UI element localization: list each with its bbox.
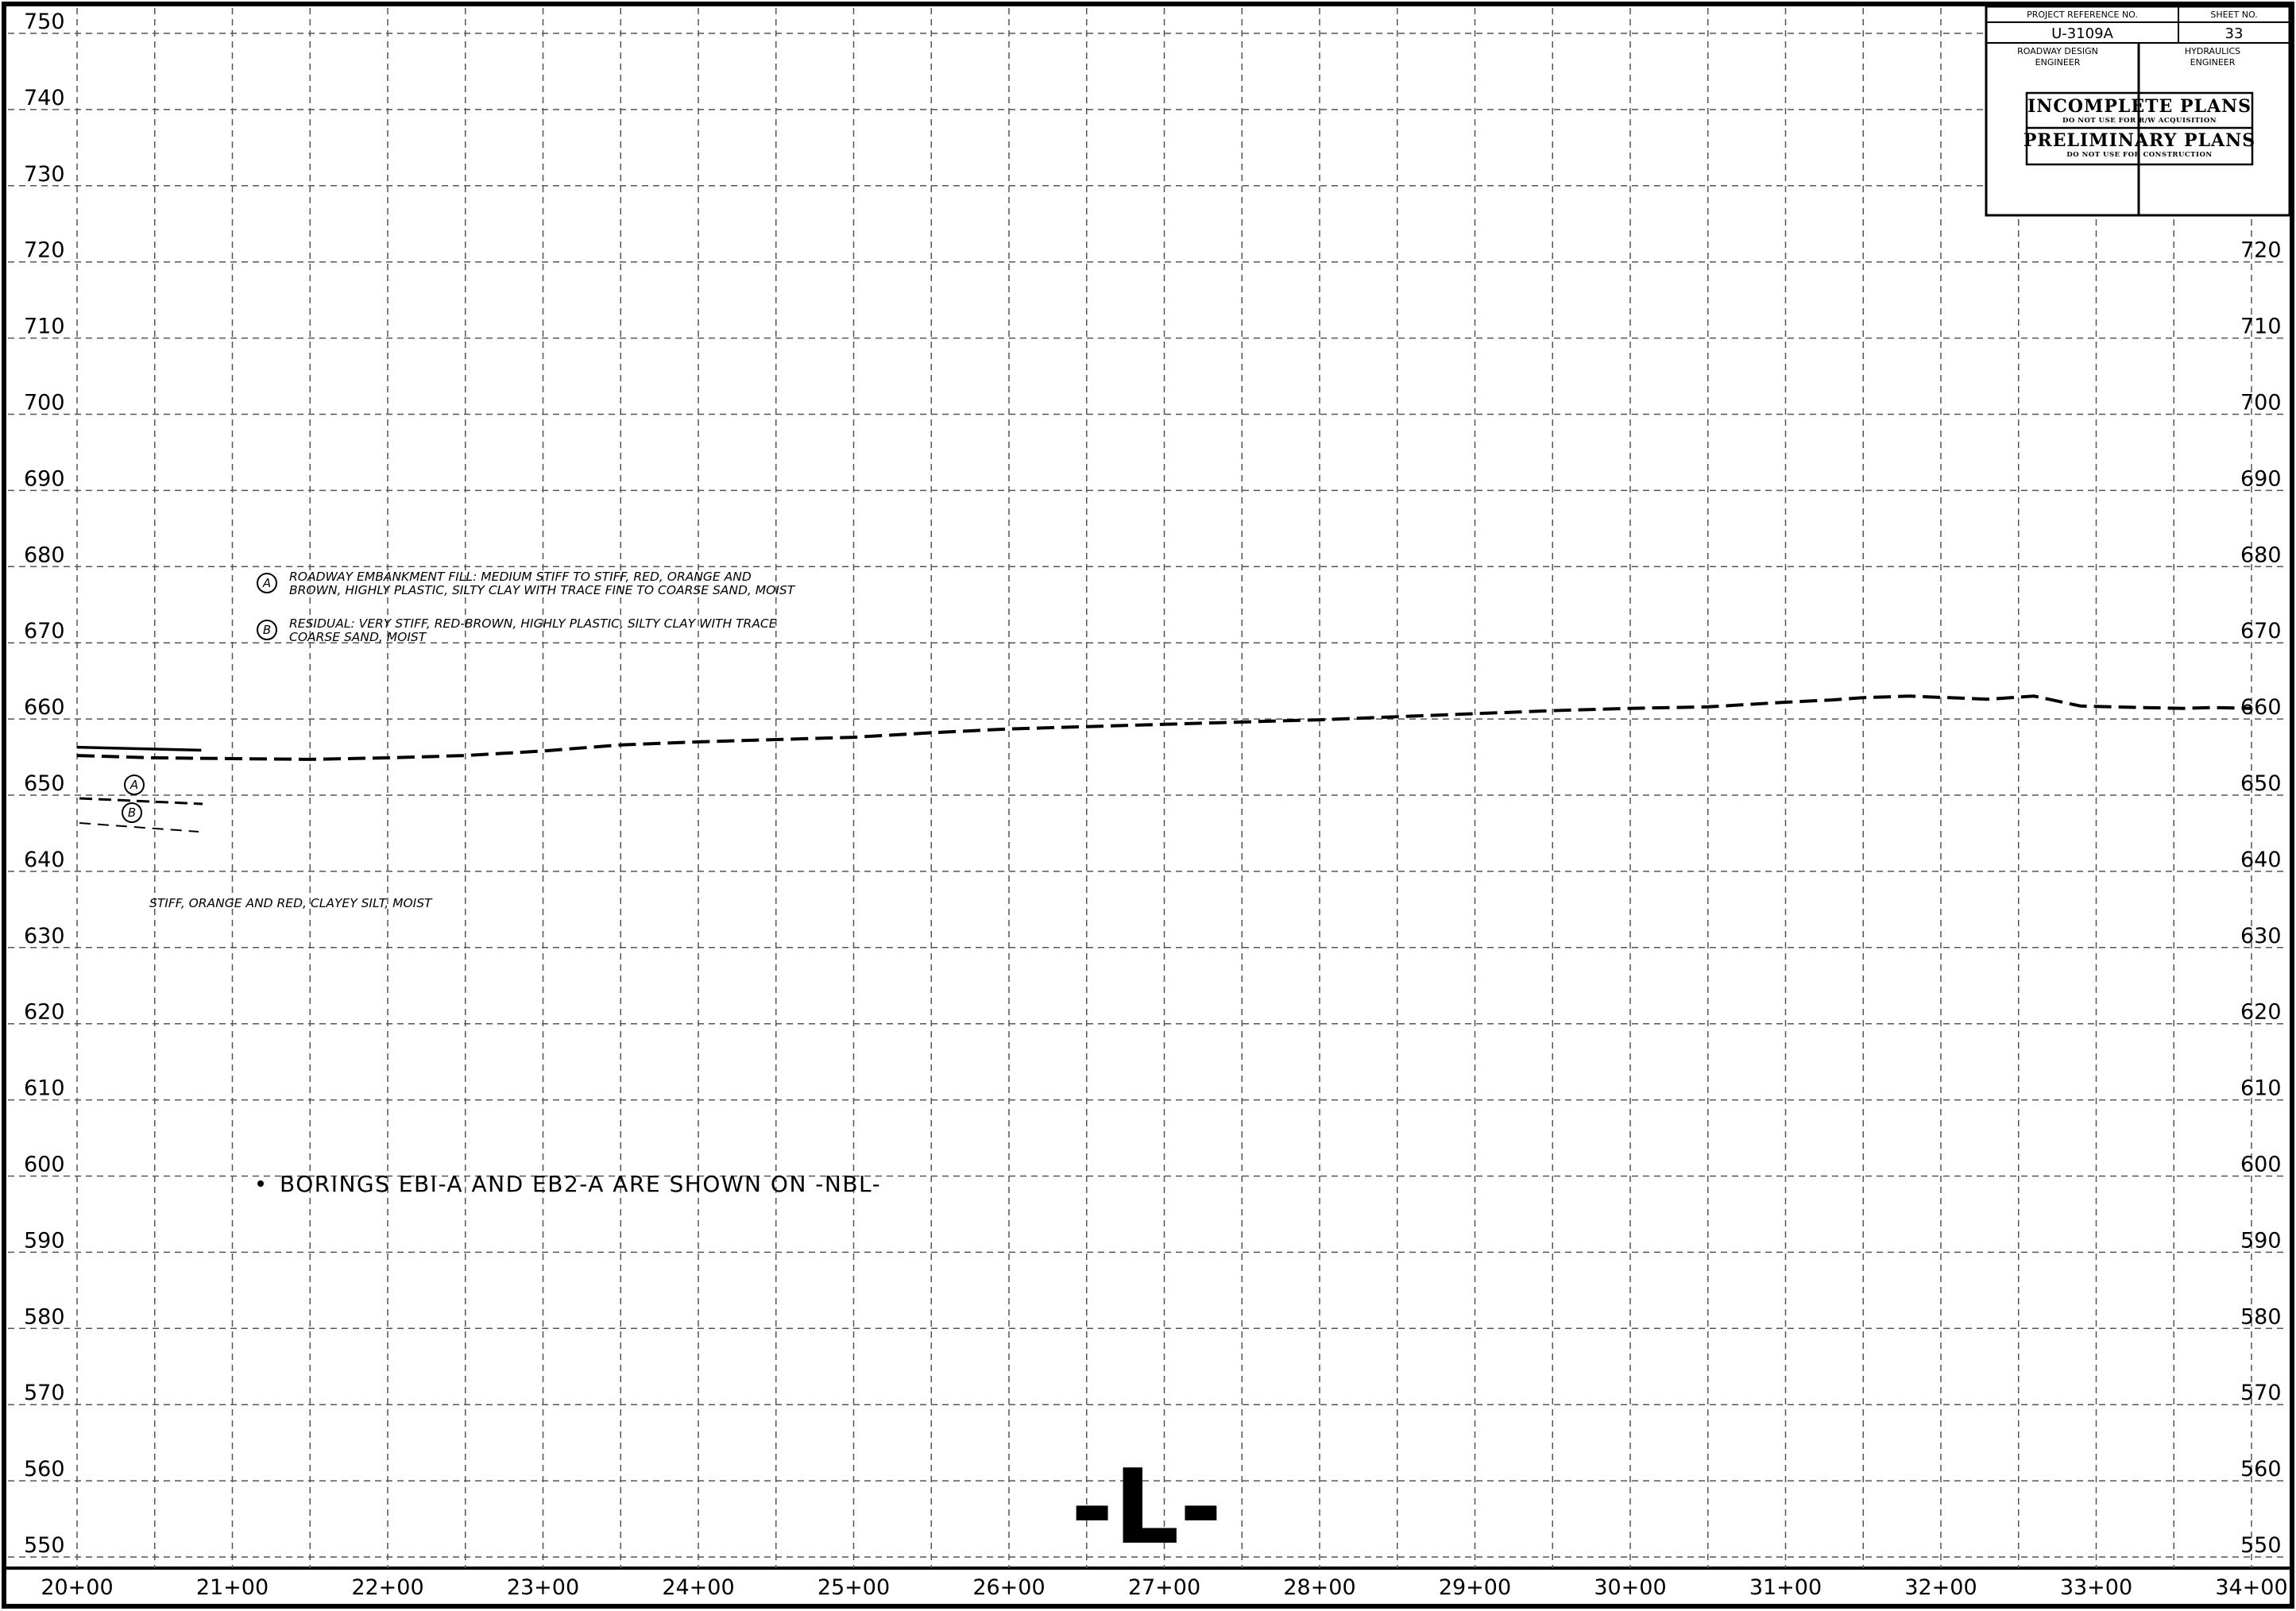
legend-a-marker [257,573,277,593]
station-label-2100: 21+00 [196,1575,269,1600]
station-label-3000: 30+00 [1594,1575,1666,1600]
station-label-3300: 33+00 [2060,1575,2132,1600]
roadway-design-label: ROADWAY DESIGN [2017,46,2098,56]
station-label-2600: 26+00 [972,1575,1045,1600]
elevation-label-right-710: 710 [2240,315,2282,339]
legend-b-symbol: B [263,623,271,637]
borings-note: BORINGS EBI-A AND EB2-A ARE SHOWN ON -NB… [280,1171,881,1197]
project-reference: U-3109A [2051,25,2113,42]
sheet-number: 33 [2225,25,2244,42]
layer-b-symbol: B [128,806,136,820]
elevation-label-right-590: 590 [2240,1228,2282,1253]
ground-profile [76,694,2252,761]
elevation-label-right-650: 650 [2240,771,2282,796]
elevation-label-left-620: 620 [24,1000,65,1025]
sheet-no-label: SHEET NO. [2210,10,2257,20]
elevation-label-left-730: 730 [24,162,65,187]
stratum-boundary-a [79,797,203,806]
profile-series-1 [76,745,202,752]
elevation-label-left-710: 710 [24,315,65,339]
hydraulics-label: HYDRAULICS [2185,46,2240,56]
elevation-label-left-630: 630 [24,924,65,948]
elevation-label-left-600: 600 [24,1153,65,1177]
elevation-labels-left: 550 560 570 580 590 600 610 620 630 640 650 660 670 6… [24,10,65,1558]
elevation-label-left-550: 550 [24,1533,65,1558]
project-reference-label: PROJECT REFERENCE NO. [2027,10,2138,20]
soil-legend: A ROADWAY EMBANKMENT FILL: MEDIUM STIFF … [257,570,796,644]
station-label-2500: 25+00 [818,1575,890,1600]
elevation-label-left-640: 640 [24,848,65,872]
station-labels: 20+00 21+00 22+00 23+00 24+00 25+00 26+00 27+00… [41,1575,2287,1600]
elevation-label-right-570: 570 [2240,1381,2282,1405]
preliminary-plans-title: PRELIMINARY PLANS [2023,130,2255,151]
layer-b-marker [122,802,142,823]
layer-a-marker [124,775,145,795]
elevation-label-right-640: 640 [2240,848,2282,872]
elevation-label-left-670: 670 [24,619,65,643]
elevation-label-right-690: 690 [2240,466,2282,491]
legend-a-text-line1: ROADWAY EMBANKMENT FILL: MEDIUM STIFF TO… [289,570,752,584]
elevation-label-left-750: 750 [24,10,65,34]
elevation-label-right-560: 560 [2240,1457,2282,1482]
hydraulics-engineer-label: ENGINEER [2190,57,2236,68]
elevation-label-right-580: 580 [2240,1304,2282,1329]
profile-series-0 [76,694,2252,761]
elevation-label-right-680: 680 [2240,543,2282,567]
station-label-2200: 22+00 [351,1575,423,1600]
elevation-label-left-650: 650 [24,771,65,796]
elevation-label-right-720: 720 [2240,238,2282,263]
elevation-label-left-590: 590 [24,1228,65,1253]
elevation-label-right-670: 670 [2240,619,2282,643]
elevation-label-right-620: 620 [2240,1000,2282,1025]
elevation-label-left-660: 660 [24,695,65,720]
stratum-label: STIFF, ORANGE AND RED, CLAYEY SILT, MOIS… [149,896,433,910]
elevation-label-right-610: 610 [2240,1076,2282,1101]
stratum-boundary-b [79,822,199,833]
elevation-label-left-610: 610 [24,1076,65,1101]
elevation-label-left-570: 570 [24,1381,65,1405]
station-label-3200: 32+00 [1904,1575,1977,1600]
borings-note-bullet [257,1180,264,1187]
incomplete-plans-warning: DO NOT USE FOR R/W ACQUISITION [2062,117,2217,125]
elevation-label-left-690: 690 [24,466,65,491]
elevation-label-right-700: 700 [2240,391,2282,415]
station-label-3100: 31+00 [1749,1575,1822,1600]
station-label-2300: 23+00 [507,1575,579,1600]
station-label-3400: 34+00 [2215,1575,2287,1600]
station-label-2800: 28+00 [1283,1575,1355,1600]
alignment-label: -L- [1071,1447,1223,1567]
elevation-label-right-600: 600 [2240,1153,2282,1177]
elevation-label-left-680: 680 [24,543,65,567]
elevation-label-left-740: 740 [24,86,65,110]
elevation-label-right-630: 630 [2240,924,2282,948]
elevation-label-left-700: 700 [24,391,65,415]
elevation-label-left-720: 720 [24,238,65,263]
stratum-boundaries: A B [79,775,203,833]
layer-a-symbol: A [129,778,138,792]
elevation-label-left-560: 560 [24,1457,65,1482]
station-label-2700: 27+00 [1128,1575,1200,1600]
title-block: PROJECT REFERENCE NO. SHEET NO. U-3109A … [1985,5,2291,217]
legend-b-text-line1: RESIDUAL: VERY STIFF, RED-BROWN, HIGHLY … [289,616,777,631]
legend-b-text-line2: COARSE SAND, MOIST [289,630,427,644]
legend-a-symbol: A [262,576,271,590]
elevation-labels-right: 5505605705805906006106206306406506606706… [2240,238,2282,1558]
elevation-label-left-580: 580 [24,1304,65,1329]
legend-b-marker [257,620,277,640]
elevation-label-right-550: 550 [2240,1533,2282,1558]
station-label-2900: 29+00 [1439,1575,1511,1600]
legend-a-text-line2: BROWN, HIGHLY PLASTIC, SILTY CLAY WITH T… [289,583,796,597]
preliminary-plans-warning: DO NOT USE FOR CONSTRUCTION [2066,151,2212,159]
elevation-grid [8,8,2288,1568]
station-label-2400: 24+00 [662,1575,734,1600]
incomplete-plans-title: INCOMPLETE PLANS [2027,96,2252,117]
station-label-2000: 20+00 [41,1575,113,1600]
roadway-engineer-label: ENGINEER [2035,57,2081,68]
